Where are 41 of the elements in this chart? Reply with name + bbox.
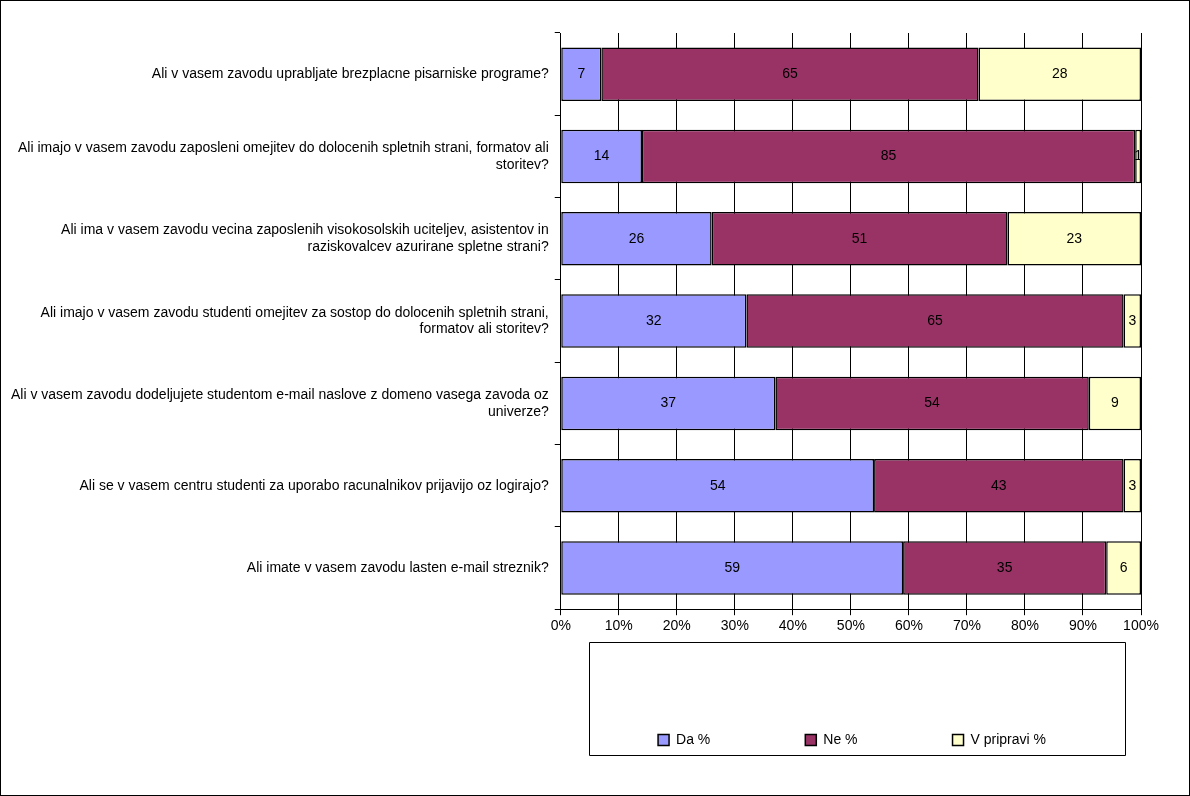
data-label: 14 bbox=[593, 147, 610, 164]
data-label: 35 bbox=[996, 558, 1013, 575]
y-tick-label: Ali v vasem zavodu dodeljujete studentom e-mail naslove z domeno vasega zavoda oz univerze? bbox=[11, 385, 549, 419]
y-tick-label: Ali se v vasem centru studenti za uporabo racunalnikov prijavijo oz logirajo? bbox=[79, 476, 549, 493]
data-label: 37 bbox=[660, 394, 677, 411]
x-tick-label: 80% bbox=[1010, 617, 1039, 634]
data-label: 3 bbox=[1128, 311, 1137, 328]
data-label: 65 bbox=[782, 65, 798, 82]
data-label: 54 bbox=[924, 394, 941, 411]
y-tick-label: Ali v vasem zavodu uprabljate brezplacne pisarniske programe? bbox=[151, 65, 549, 82]
legend-label: Ne % bbox=[823, 730, 858, 747]
x-tick-label: 20% bbox=[662, 617, 691, 634]
data-label: 9 bbox=[1110, 394, 1119, 411]
data-label: 54 bbox=[709, 476, 726, 493]
data-label: 85 bbox=[880, 147, 897, 164]
y-tick-label: Ali imajo v vasem zavodu studenti omejitev za sostop do dolocenih spletnih strani, formatov ali storitev? bbox=[40, 303, 549, 337]
data-label: 32 bbox=[646, 311, 662, 328]
data-label: 43 bbox=[991, 476, 1007, 493]
data-label: 26 bbox=[628, 229, 645, 246]
data-label: 51 bbox=[851, 229, 868, 246]
x-tick-label: 40% bbox=[778, 617, 807, 634]
data-label: 3 bbox=[1128, 476, 1137, 493]
x-tick-label: 30% bbox=[720, 617, 749, 634]
x-tick-label: 10% bbox=[604, 617, 633, 634]
x-tick-label: 90% bbox=[1068, 617, 1097, 634]
x-tick-label: 100% bbox=[1123, 617, 1159, 634]
y-tick-label: Ali ima v vasem zavodu vecina zaposlenih visokosolskih uciteljev, asistentov in raziskovalcev azurirane spletne strani? bbox=[61, 221, 549, 255]
x-tick-label: 60% bbox=[894, 617, 923, 634]
legend-label: V pripravi % bbox=[970, 730, 1046, 747]
data-label: 6 bbox=[1119, 558, 1128, 575]
data-label: 59 bbox=[724, 558, 741, 575]
legend-label: Da % bbox=[676, 730, 711, 747]
data-label: 65 bbox=[927, 311, 944, 328]
x-tick-label: 0% bbox=[550, 617, 571, 634]
data-label: 28 bbox=[1051, 65, 1068, 82]
data-label: 7 bbox=[577, 65, 586, 82]
data-label: 23 bbox=[1066, 229, 1083, 246]
x-tick-label: 50% bbox=[836, 617, 865, 634]
y-tick-label: Ali imajo v vasem zavodu zaposleni omejitev do dolocenih spletnih strani, formatov ali storitev? bbox=[18, 138, 549, 172]
x-tick-label: 70% bbox=[952, 617, 981, 634]
y-tick-label: Ali imate v vasem zavodu lasten e-mail streznik? bbox=[246, 558, 549, 575]
